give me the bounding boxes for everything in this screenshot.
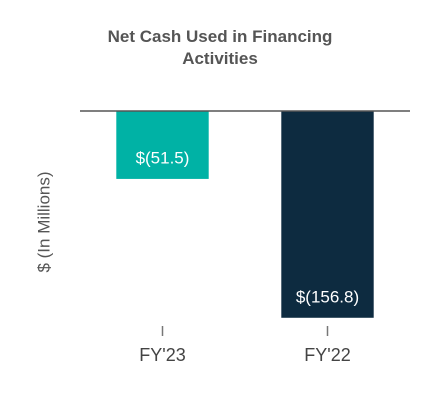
bar xyxy=(116,111,209,179)
x-tick-label: FY'23 xyxy=(139,345,185,365)
x-tick-label: FY'22 xyxy=(304,345,350,365)
value-label: $(51.5) xyxy=(136,148,190,167)
y-axis-label: $ (In Millions) xyxy=(34,171,53,272)
bar xyxy=(281,111,374,318)
chart-title: Net Cash Used in Financing Activities xyxy=(107,27,333,68)
value-label: $(156.8) xyxy=(296,287,359,306)
